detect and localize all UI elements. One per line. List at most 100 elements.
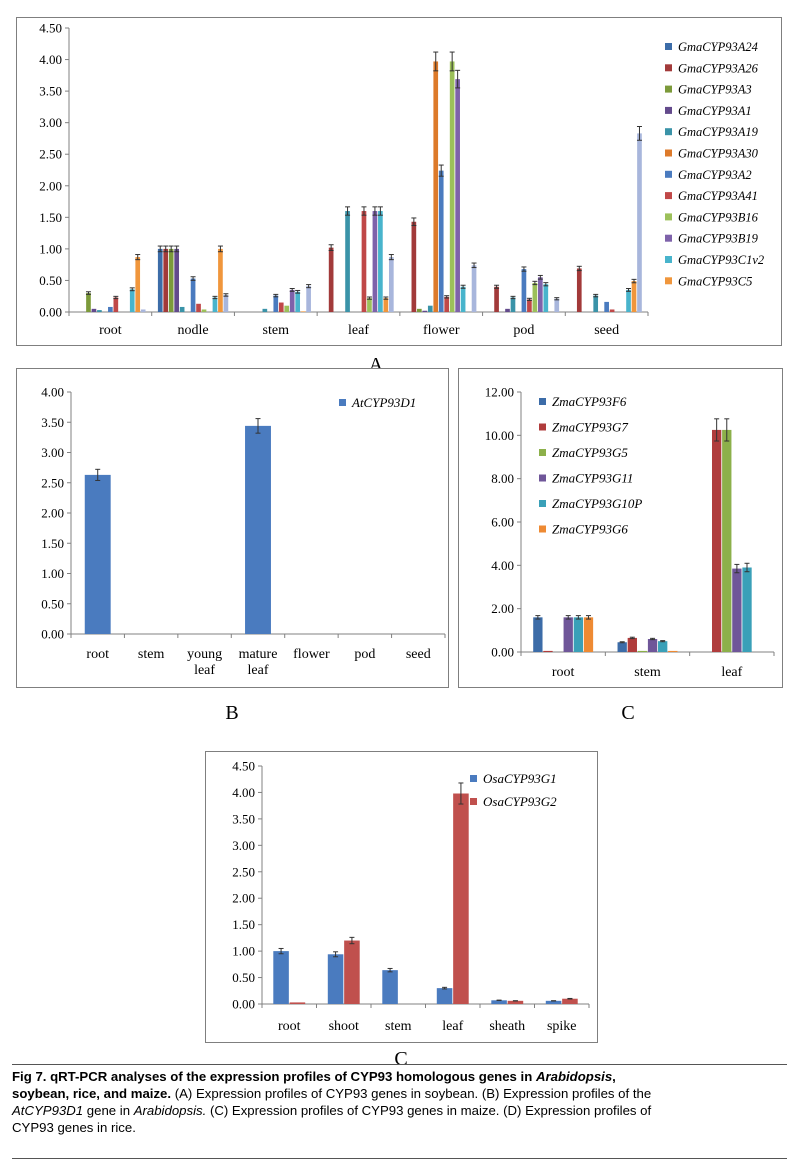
bar [174,248,179,312]
bar [84,474,111,634]
bar [460,286,466,312]
chart-c-maize: 0.00 2.00 4.00 6.00 8.00 10.00 12.00 root stem le… [485,385,775,680]
bar [273,295,279,312]
y-tick-label: 4.00 [491,558,514,573]
x-tick-label: stem [634,665,661,680]
bar [532,282,538,312]
y-tick-label: 3.50 [41,415,64,430]
legend-swatch [339,399,346,406]
bar [135,257,141,312]
caption-species: Arabidopsis. [133,1103,207,1118]
bar [510,297,516,312]
bar [378,211,383,312]
y-tick-label: 0.50 [232,970,255,985]
x-tick-label: root [99,323,122,338]
bar [732,568,742,652]
x-tick-label: leaf [721,665,742,680]
y-tick-label: 2.50 [41,475,64,490]
legend-label: ZmaCYP93G6 [552,522,628,537]
bar [196,303,201,312]
y-tick-label: 1.00 [41,566,64,581]
y-tick-label: 1.50 [39,210,62,225]
caption-rule-top [12,1064,787,1065]
bar [163,248,169,312]
x-tick-label: shoot [329,1019,359,1034]
bar [190,278,196,312]
bar [273,951,289,1004]
y-tick-label: 1.50 [232,917,255,932]
y-tick-label: 1.00 [39,241,62,256]
x-tick-label: seed [594,323,619,338]
bar [179,306,185,312]
y-tick-label: 4.00 [232,785,255,800]
bar [295,291,301,312]
caption-gene: AtCYP93D1 [12,1103,84,1118]
bar [576,268,582,312]
bar [284,305,290,312]
bar [345,211,350,312]
bar [491,1000,507,1004]
bar [438,170,444,312]
y-tick-label: 2.00 [41,506,64,521]
y-tick-label: 3.50 [39,84,62,99]
legend-label: GmaCYP93A30 [678,147,759,161]
bar [382,970,398,1004]
bar [444,296,450,312]
bar [573,617,584,652]
legend-swatch [665,256,672,263]
bar [627,637,637,652]
bar [527,299,532,312]
y-tick-label: 0.00 [491,645,514,660]
bar [129,289,135,312]
legend-label: ZmaCYP93G5 [552,445,628,460]
y-tick-label: 1.00 [232,944,255,959]
bar [626,289,631,312]
legend-swatch [665,106,672,114]
x-tick-label: flower [423,323,460,338]
bar [113,297,119,312]
x-tick-label: stem [263,323,290,338]
legend-label: ZmaCYP93F6 [552,394,627,409]
caption-body-1: (A) Expression profiles of CYP93 genes i… [171,1086,652,1101]
caption-body-2: gene in [83,1103,134,1118]
y-tick-label: 2.50 [39,147,62,162]
y-tick-label: 0.50 [41,596,64,611]
bar [383,298,389,312]
legend-label: GmaCYP93A3 [678,83,752,97]
chart-c-rice: 0.00 0.50 1.00 1.50 2.00 2.50 3.00 3.50 4.00 4.50… [232,759,590,1034]
bar [361,211,367,312]
legend-label: GmaCYP93C1v2 [678,253,764,267]
y-tick-label: 4.00 [39,52,62,67]
bar [505,308,510,312]
x-tick-label: root [552,665,575,680]
bar [433,61,439,313]
legend-label: GmaCYP93A41 [678,189,758,203]
chart-a: 0.00 0.50 1.00 1.50 2.00 2.50 3.00 3.50 4.00 4.50… [39,21,764,339]
legend-swatch [470,798,477,805]
legend-label: GmaCYP93A19 [678,125,759,139]
x-tick-label: stem [138,647,165,662]
bar [289,289,295,312]
bar [223,294,229,312]
y-tick-label: 2.00 [39,178,62,193]
x-tick-label: seed [406,647,431,662]
bar [328,247,334,312]
x-tick-label: spike [547,1019,577,1034]
bar [455,79,460,312]
bar [538,277,543,312]
bar [168,248,174,312]
legend-swatch [665,277,672,285]
bar [637,133,642,312]
bar [722,429,732,652]
legend-swatch [470,775,477,782]
bar [543,650,553,652]
bar [453,793,469,1004]
legend-label: GmaCYP93A2 [678,168,752,182]
bar [278,302,284,312]
legend-swatch [539,423,546,431]
x-tick-label: root [86,647,109,662]
bar [604,301,609,312]
legend-swatch [539,398,546,405]
x-tick-label: nodle [178,323,209,338]
caption-title: Fig 7. qRT-PCR analyses of the expressio… [12,1069,616,1101]
